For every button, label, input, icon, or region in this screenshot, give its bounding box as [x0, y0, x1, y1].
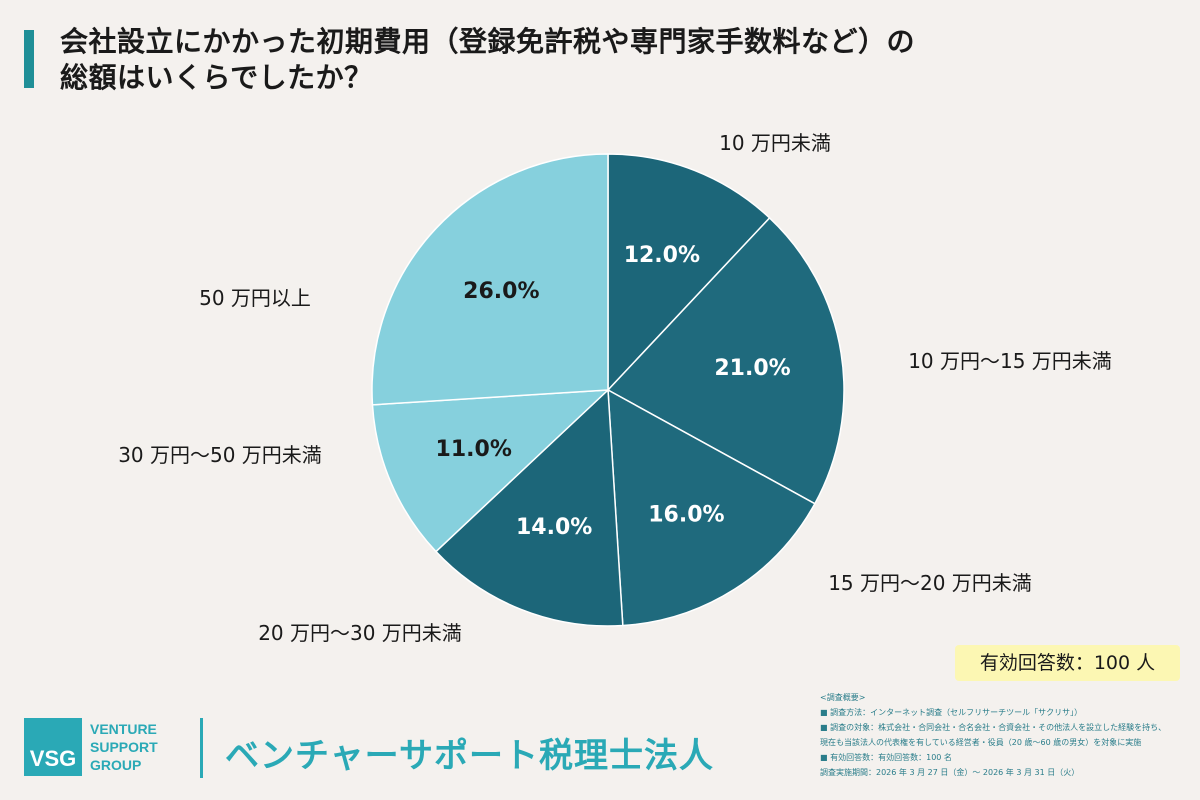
title-accent-bar — [24, 30, 34, 88]
pie-category-label: 10 万円〜15 万円未満 — [908, 349, 1112, 373]
chart-title-line1: 会社設立にかかった初期費用（登録免許税や専門家手数料など）の — [60, 25, 916, 58]
vsg-logo-text: VENTURE SUPPORT GROUP — [90, 720, 190, 774]
company-name: ベンチャーサポート税理士法人 — [225, 736, 714, 776]
pie-slice — [371, 153, 609, 406]
pie-slice — [434, 388, 624, 627]
chart-title: 会社設立にかかった初期費用（登録免許税や専門家手数料など）の 総額はいくらでした… — [60, 24, 1060, 96]
pie-value-label: 16.0% — [648, 503, 724, 528]
chart-title-line2: 総額はいくらでしたか？ — [60, 61, 373, 94]
vsg-logo-mark: VSG — [24, 718, 82, 776]
logo-line: VENTURE — [90, 721, 157, 737]
pie-slice — [607, 388, 816, 627]
pie-category-label: 50 万円以上 — [199, 286, 311, 310]
survey-line: ■ 調査方法：インターネット調査（セルフリサーチツール「サクリサ」） — [820, 708, 1083, 717]
logo-divider — [200, 718, 203, 778]
survey-line: 調査実施期間：2026 年 3 月 27 日（金）〜 2026 年 3 月 31… — [820, 768, 1080, 777]
pie-category-label: 15 万円〜20 万円未満 — [828, 571, 1032, 595]
pie-slice — [371, 389, 611, 553]
pie-value-label: 12.0% — [624, 243, 700, 268]
pie-category-label: 10 万円未満 — [719, 131, 831, 155]
survey-heading: <調査概要> — [820, 693, 866, 702]
pie-value-label: 21.0% — [714, 356, 790, 381]
survey-line: ■ 調査の対象：株式会社・合同会社・合名会社・合資会社・その他法人を設立した経験… — [820, 723, 1167, 732]
survey-overview: <調査概要> ■ 調査方法：インターネット調査（セルフリサーチツール「サクリサ」… — [820, 690, 1190, 780]
pie-category-label: 30 万円〜50 万円未満 — [118, 443, 322, 467]
pie-value-label: 14.0% — [516, 515, 592, 540]
pie-value-label: 26.0% — [463, 279, 539, 304]
logo-line: SUPPORT — [90, 739, 158, 755]
survey-line: 現在も当該法人の代表権を有している経営者・役員（20 歳〜60 歳の男女）を対象… — [820, 738, 1142, 747]
survey-line: ■ 有効回答数：有効回答数：100 名 — [820, 753, 952, 762]
pie-value-label: 11.0% — [436, 437, 512, 462]
logo-line: GROUP — [90, 757, 142, 773]
pie-slice — [606, 216, 845, 505]
respondent-count-badge: 有効回答数：100 人 — [955, 645, 1180, 681]
pie-slice — [607, 153, 771, 392]
pie-category-label: 20 万円〜30 万円未満 — [258, 621, 462, 645]
